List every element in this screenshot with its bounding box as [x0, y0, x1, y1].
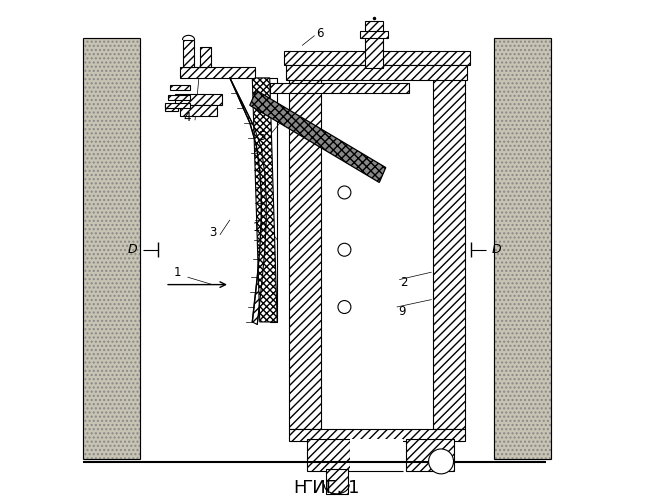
Bar: [170, 86, 190, 90]
Polygon shape: [252, 78, 277, 322]
Bar: [165, 106, 178, 112]
Bar: [284, 50, 470, 66]
Bar: [494, 38, 551, 459]
Polygon shape: [269, 83, 409, 93]
Bar: [288, 53, 320, 429]
Text: ҤИГ. 1: ҤИГ. 1: [294, 479, 360, 497]
Text: D: D: [128, 243, 137, 256]
Text: 1: 1: [174, 266, 181, 278]
Bar: [180, 67, 255, 78]
Bar: [200, 47, 211, 67]
Bar: [360, 30, 388, 38]
Bar: [175, 94, 222, 106]
Bar: [165, 103, 190, 108]
Bar: [286, 66, 468, 80]
Bar: [351, 439, 404, 472]
Text: 10: 10: [252, 221, 267, 234]
Text: 4: 4: [184, 111, 191, 124]
Text: D: D: [492, 243, 501, 256]
Polygon shape: [250, 90, 386, 182]
Text: 5: 5: [258, 130, 266, 142]
Bar: [307, 439, 351, 472]
Text: 6: 6: [316, 26, 323, 40]
Text: 2: 2: [400, 276, 408, 288]
Bar: [433, 53, 465, 429]
Bar: [288, 429, 465, 442]
Circle shape: [428, 449, 453, 474]
Bar: [167, 96, 190, 100]
Bar: [182, 40, 194, 67]
Polygon shape: [230, 78, 266, 324]
Text: 9: 9: [398, 306, 405, 318]
Text: 3: 3: [209, 226, 216, 239]
Bar: [180, 106, 217, 116]
Bar: [366, 20, 383, 68]
Bar: [405, 439, 454, 472]
Bar: [326, 469, 348, 494]
Bar: [320, 53, 433, 429]
Bar: [83, 38, 140, 459]
